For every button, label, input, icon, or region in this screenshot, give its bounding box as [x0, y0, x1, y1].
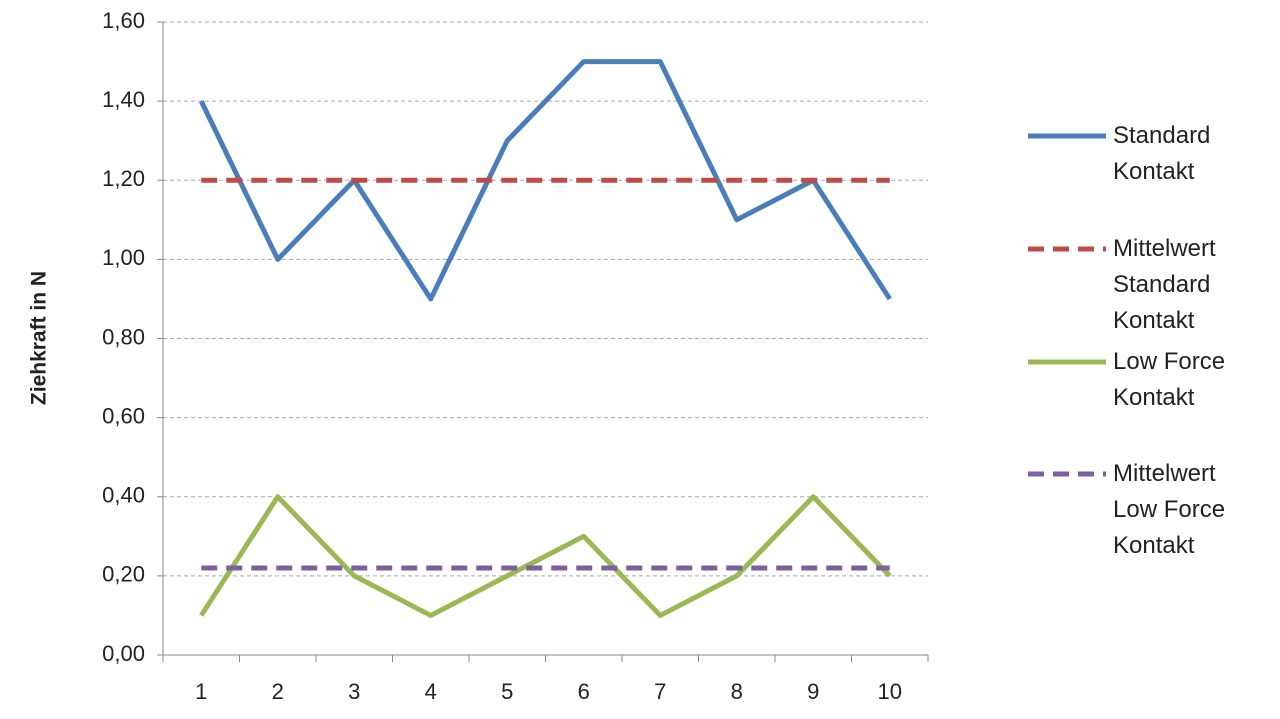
legend-label: Mittelwert Low Force Kontakt	[1113, 460, 1226, 560]
x-tick-label: 9	[807, 679, 819, 704]
y-tick-label: 1,40	[102, 87, 145, 112]
y-axis-label: Ziehkraft in N	[28, 271, 51, 405]
legend-item: Mittelwert Low Force Kontakt	[1028, 456, 1268, 566]
x-tick-label: 5	[501, 679, 513, 704]
y-tick-label: 1,60	[102, 8, 145, 33]
legend-label: Low Force Kontakt	[1113, 347, 1226, 411]
legend-swatch	[1028, 471, 1106, 477]
legend-swatch	[1028, 133, 1106, 139]
y-tick-label: 0,20	[102, 562, 145, 587]
legend-item: Mittelwert Standard Kontakt	[1028, 231, 1268, 341]
y-tick-label: 1,00	[102, 245, 145, 270]
legend-item: Standard Kontakt	[1028, 118, 1268, 228]
legend-swatch	[1028, 359, 1106, 365]
y-tick-label: 0,00	[102, 641, 145, 666]
y-tick-label: 1,20	[102, 166, 145, 191]
legend-swatch	[1028, 246, 1106, 252]
y-tick-label: 0,80	[102, 324, 145, 349]
x-tick-label: 6	[578, 679, 590, 704]
y-tick-label: 0,60	[102, 403, 145, 428]
y-tick-label: 0,40	[102, 483, 145, 508]
series-line	[198, 59, 892, 302]
legend-label: Standard Kontakt	[1113, 122, 1211, 185]
legend-item: Low Force Kontakt	[1028, 344, 1268, 454]
x-tick-label: 4	[425, 679, 437, 704]
x-tick-label: 1	[195, 679, 207, 704]
x-tick-label: 8	[731, 679, 743, 704]
x-tick-label: 10	[878, 679, 902, 704]
series-line	[199, 494, 892, 618]
x-tick-label: 3	[348, 679, 360, 704]
x-tick-label: 7	[654, 679, 666, 704]
x-tick-label: 2	[272, 679, 284, 704]
legend-label: Mittelwert Standard Kontakt	[1113, 234, 1216, 334]
